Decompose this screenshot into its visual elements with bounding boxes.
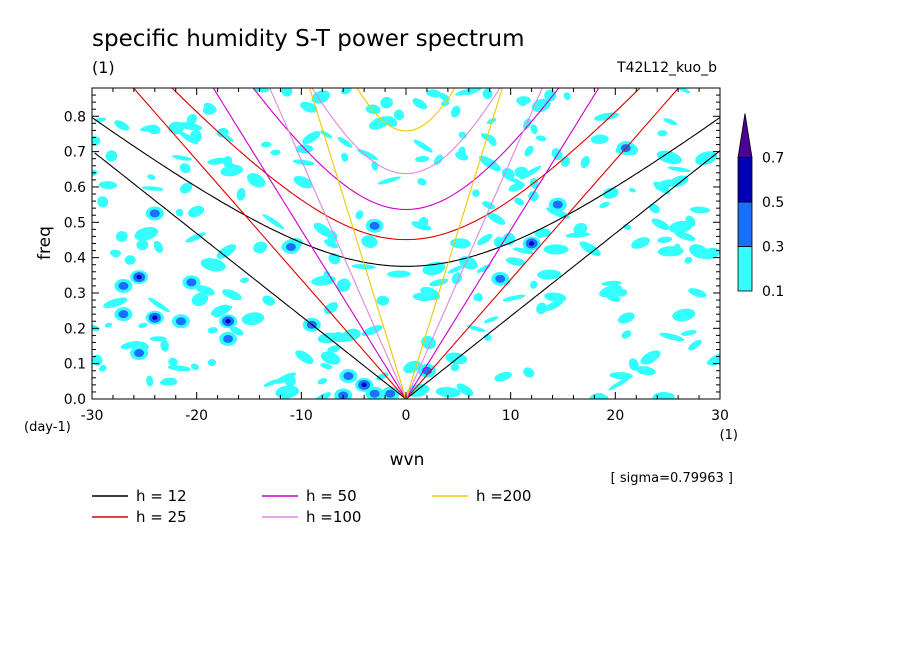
y-tick-label: 0.3 <box>64 286 86 302</box>
colorbar-box <box>737 246 753 292</box>
legend-label: h = 50 <box>306 487 357 505</box>
colorbar-box <box>737 201 753 247</box>
plot-area: -30 -20 -10 0 10 20 30 0.0 0.1 0.2 0.3 0.4 0.5 0.6 0.7… <box>64 87 729 424</box>
gravity-curve <box>92 117 720 267</box>
power-patch <box>118 310 129 319</box>
power-patch-core <box>361 382 367 388</box>
curve-legend: h = 12 h = 25 h = 50 h =100 h =200 <box>92 487 531 526</box>
gravity-curve <box>356 88 456 132</box>
colorbar-label: 0.5 <box>762 195 784 211</box>
y-tick-label: 0.2 <box>64 321 86 337</box>
low-power-speckle <box>92 88 720 399</box>
power-patch <box>285 243 296 252</box>
power-patch <box>175 317 186 326</box>
power-patch <box>495 274 506 283</box>
power-patch <box>343 372 354 381</box>
power-patch <box>223 334 234 343</box>
legend-label: h = 25 <box>136 508 187 526</box>
power-patch <box>118 281 129 290</box>
power-patch-core <box>225 319 231 324</box>
power-patch <box>385 389 396 398</box>
colorbar-label: 0.1 <box>762 284 784 300</box>
y-tick-label: 0.6 <box>64 180 86 196</box>
power-patch <box>369 389 380 398</box>
y-tick-label: 0.7 <box>64 145 86 161</box>
x-tick-label: -30 <box>81 408 104 424</box>
power-patch <box>149 209 160 218</box>
colorbar-extend-arrow <box>737 113 753 158</box>
chart-title: specific humidity S-T power spectrum <box>92 26 524 52</box>
gravity-curve <box>311 88 501 175</box>
power-patch <box>552 200 563 209</box>
gravity-curve <box>171 88 641 241</box>
y-tick-label: 0.0 <box>64 392 86 408</box>
y-axis-title: freq <box>35 226 55 260</box>
y-tick-label: 0.4 <box>64 251 86 267</box>
gravity-curve <box>252 88 560 211</box>
colorbar-label: 0.3 <box>762 240 784 256</box>
kelvin-curve <box>132 88 680 399</box>
power-patch <box>186 278 197 287</box>
x-axis-title: wvn <box>390 450 425 470</box>
x-tick-label: 0 <box>402 408 411 424</box>
x-axis-unit: (1) <box>720 428 738 443</box>
power-patch <box>369 221 380 230</box>
kelvin-curve <box>309 88 503 399</box>
power-patch-core <box>529 241 535 246</box>
x-tick-label: 30 <box>711 408 729 424</box>
chart-subtitle: (1) <box>92 58 115 77</box>
sigma-note: [ sigma=0.79963 ] <box>611 471 733 486</box>
x-tick-label: 20 <box>606 408 624 424</box>
colorbar: 0.1 0.3 0.5 0.7 <box>737 113 784 300</box>
legend-label: h =100 <box>306 508 361 526</box>
y-tick-label: 0.1 <box>64 357 86 373</box>
colorbar-box <box>737 157 753 203</box>
y-tick-label: 0.5 <box>64 215 86 231</box>
run-label: T42L12_kuo_b <box>616 60 717 76</box>
colorbar-label: 0.7 <box>762 151 784 167</box>
power-patch-core <box>152 315 158 320</box>
power-patch <box>134 349 145 358</box>
x-tick-label: -10 <box>290 408 313 424</box>
power-patch-core <box>136 274 142 280</box>
x-tick-label: 10 <box>502 408 520 424</box>
x-tick-label: -20 <box>185 408 208 424</box>
y-tick-label: 0.8 <box>64 109 86 125</box>
legend-label: h =200 <box>476 487 531 505</box>
y-axis-unit: (day-1) <box>24 420 71 435</box>
legend-label: h = 12 <box>136 487 187 505</box>
